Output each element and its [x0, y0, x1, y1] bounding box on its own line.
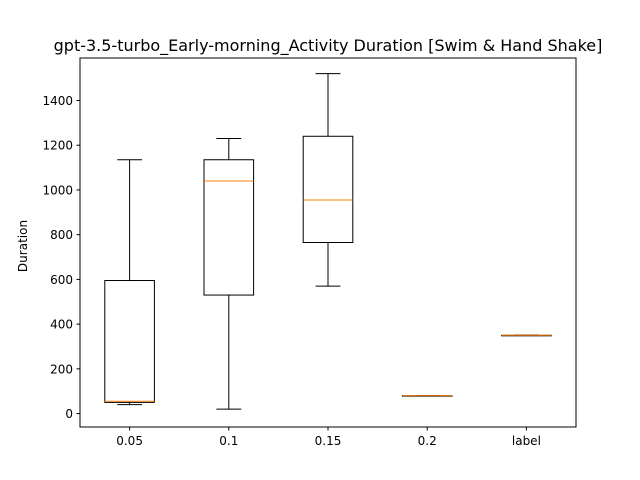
- y-tick-label: 400: [50, 318, 73, 332]
- box-body: [302, 135, 354, 243]
- box-body: [203, 159, 255, 296]
- box-body: [104, 280, 155, 403]
- y-tick-label: 1000: [42, 183, 73, 197]
- chart-title: gpt-3.5-turbo_Early-morning_Activity Dur…: [54, 36, 603, 56]
- plot-area: 0 200 400 600 800 1000 1200 1400 0.05 0.1 0.15 0.2 l…: [42, 73, 552, 448]
- y-tick-label: 1400: [42, 94, 73, 108]
- x-tick-label: label: [512, 434, 541, 448]
- x-tick-label: 0.1: [219, 434, 238, 448]
- y-tick-label: 1200: [42, 139, 73, 153]
- x-tick-label: 0.05: [116, 434, 143, 448]
- y-tick-label: 800: [50, 228, 73, 242]
- x-tick-label: 0.2: [418, 434, 437, 448]
- y-tick-label: 0: [65, 407, 73, 421]
- y-tick-label: 200: [50, 362, 73, 376]
- x-tick-label: 0.15: [315, 434, 342, 448]
- y-axis-label: Duration: [16, 220, 30, 272]
- axes-frame: [79, 57, 577, 428]
- y-tick-label: 600: [50, 273, 73, 287]
